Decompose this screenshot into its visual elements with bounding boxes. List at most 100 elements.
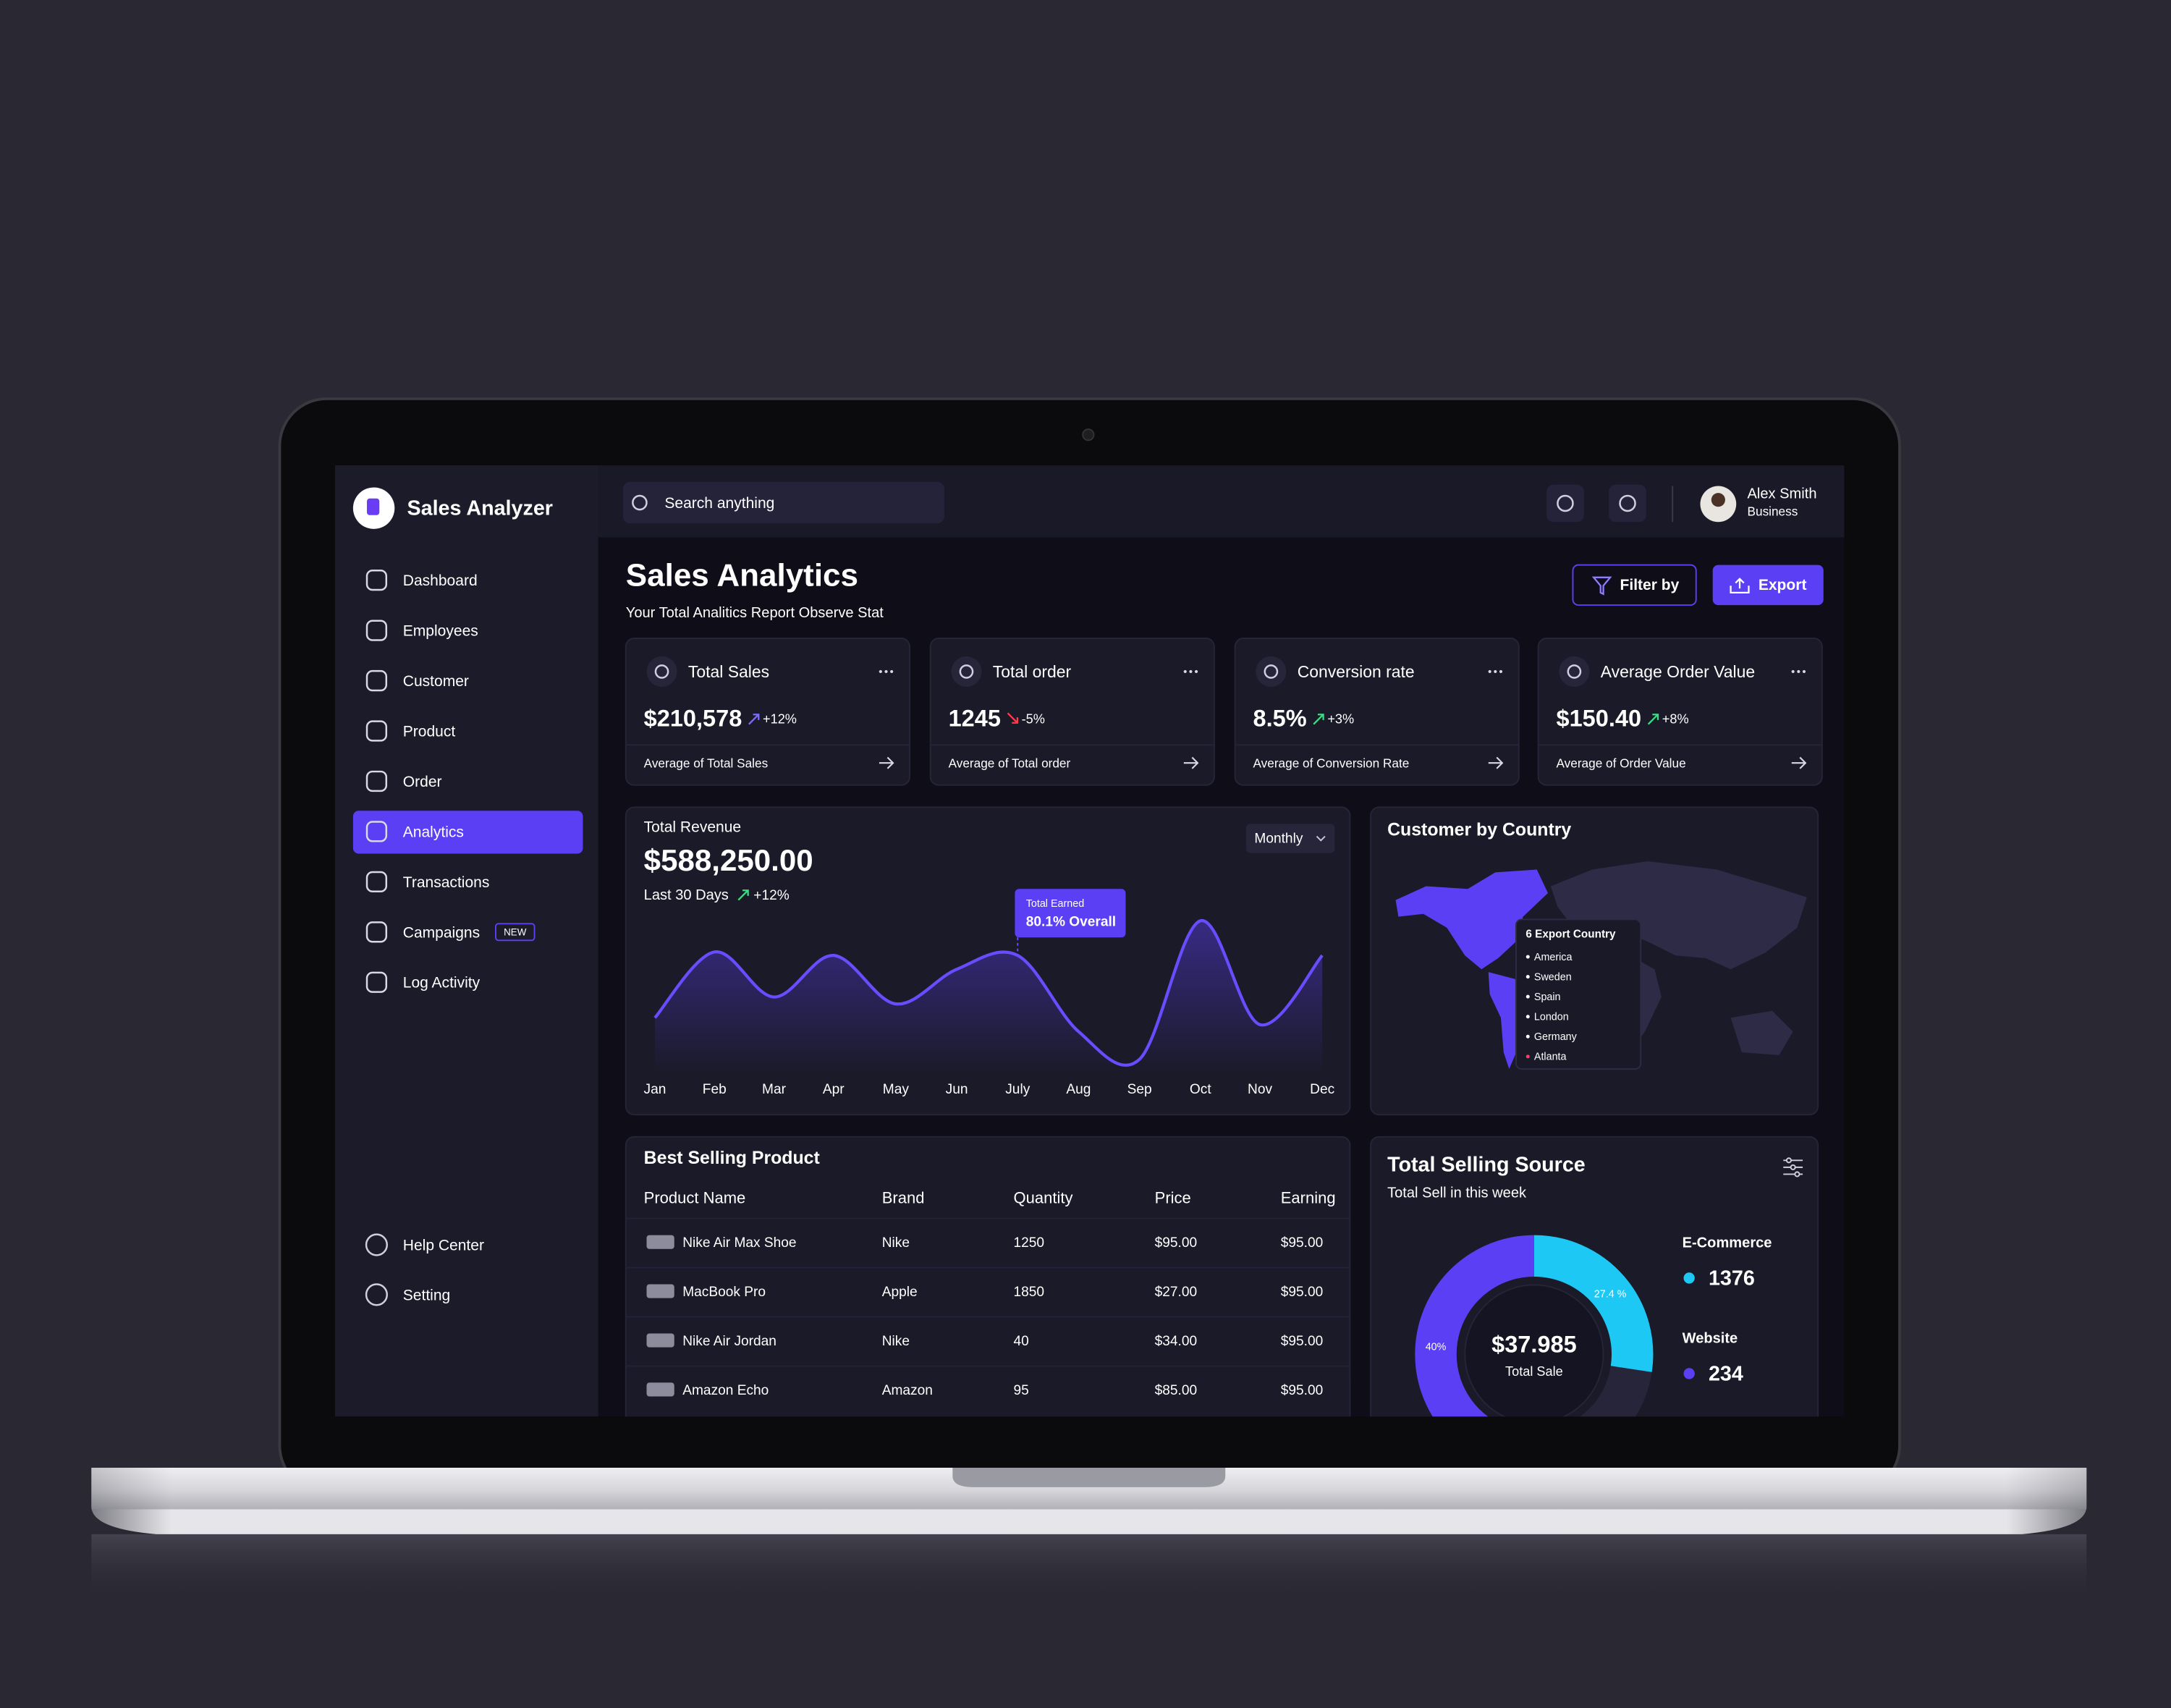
- stat-menu: [1499, 669, 1503, 674]
- trend-arrow: [1647, 714, 1659, 725]
- list-dot: [1525, 1054, 1530, 1059]
- nav-icon: [365, 669, 388, 692]
- top-icon[interactable]: [1546, 484, 1584, 523]
- column-header: Product Name: [644, 1189, 746, 1207]
- list-dot: [1525, 1034, 1530, 1039]
- stat-icon: [1256, 656, 1287, 687]
- settings-knob: [1785, 1157, 1792, 1164]
- nav-item[interactable]: Employees: [403, 623, 478, 640]
- tooltip-title: Total Earned: [1026, 898, 1084, 910]
- table-cell: Nike: [882, 1334, 910, 1349]
- table-cell: 95: [1014, 1383, 1029, 1398]
- table-cell: $27.00: [1155, 1285, 1198, 1300]
- table-cell: Apple: [882, 1285, 918, 1300]
- icon-glyph: [1557, 494, 1574, 512]
- stat-change: +3%: [1327, 712, 1354, 727]
- stat-menu: [879, 669, 882, 674]
- nav-item[interactable]: Product: [403, 723, 456, 740]
- x-tick-label: Jan: [644, 1082, 666, 1097]
- donut-inner: [1464, 1284, 1604, 1417]
- nav-item[interactable]: Log Activity: [403, 975, 481, 992]
- page-title: Sales Analytics: [626, 557, 858, 593]
- export-button[interactable]: [1712, 565, 1824, 606]
- nav-item[interactable]: Campaigns: [403, 924, 480, 941]
- trend-arrow: [737, 889, 749, 901]
- search-box[interactable]: [622, 481, 944, 524]
- table-cell: Nike Air Jordan: [682, 1334, 776, 1349]
- x-tick-label: Nov: [1248, 1082, 1272, 1097]
- stat-card: [1234, 638, 1520, 786]
- table-cell: 1250: [1014, 1235, 1045, 1251]
- stat-menu: [1802, 669, 1806, 674]
- nav-icon: [365, 971, 388, 993]
- x-tick-label: Oct: [1190, 1082, 1211, 1097]
- country-name: Germany: [1534, 1031, 1578, 1043]
- search-placeholder[interactable]: Search anything: [664, 495, 774, 512]
- list-dot: [1525, 1015, 1530, 1019]
- nav-item[interactable]: Order: [403, 774, 442, 790]
- x-tick-label: Jun: [946, 1082, 968, 1097]
- stat-arrow[interactable]: [1488, 756, 1504, 769]
- stat-title: Total Sales: [688, 662, 769, 681]
- top-icon[interactable]: [1609, 484, 1646, 523]
- country-name: America: [1534, 952, 1573, 963]
- nav-item[interactable]: Transactions: [403, 874, 490, 891]
- table-cell: $95.00: [1155, 1235, 1198, 1251]
- tooltip-value: 80.1% Overall: [1026, 914, 1116, 929]
- products-title: Best Selling Product: [644, 1148, 820, 1168]
- stat-title: Conversion rate: [1298, 662, 1415, 681]
- stat-arrow[interactable]: [1183, 756, 1199, 769]
- stat-icon-glyph: [959, 664, 974, 679]
- nav-badge-box: [494, 923, 536, 942]
- stat-value: $150.40: [1557, 705, 1642, 731]
- stat-footer: Average of Order Value: [1557, 756, 1686, 771]
- trend-arrow: [1313, 714, 1324, 725]
- legend-dot: [1683, 1368, 1695, 1379]
- period-dropdown[interactable]: [1245, 824, 1335, 853]
- table-cell: Nike: [882, 1235, 910, 1251]
- filter-icon: [1591, 576, 1612, 596]
- stat-value: 1245: [949, 705, 1001, 731]
- x-tick-label: Mar: [762, 1082, 787, 1097]
- table-cell: $34.00: [1155, 1334, 1198, 1349]
- stat-menu: [1183, 669, 1187, 674]
- table-cell: MacBook Pro: [682, 1285, 766, 1300]
- table-cell: 40: [1014, 1334, 1029, 1349]
- icon-glyph: [1619, 494, 1636, 512]
- stat-title: Average Order Value: [1601, 662, 1755, 681]
- stat-icon-glyph: [1567, 664, 1582, 679]
- stat-change: +8%: [1662, 712, 1689, 727]
- stat-arrow[interactable]: [879, 756, 894, 769]
- export-label[interactable]: Export: [1759, 577, 1807, 593]
- donut-slice: [1533, 1235, 1654, 1372]
- user-name: Alex Smith: [1748, 486, 1817, 502]
- country-name: Spain: [1534, 992, 1561, 1003]
- list-dot: [1525, 975, 1530, 979]
- stat-menu: [1797, 669, 1800, 674]
- stat-icon: [951, 656, 982, 687]
- filter-button[interactable]: [1572, 564, 1697, 606]
- stat-arrow[interactable]: [1791, 756, 1807, 769]
- nav-item[interactable]: Customer: [403, 673, 469, 690]
- table-cell: 1850: [1014, 1285, 1045, 1300]
- nav-icon: [365, 620, 388, 641]
- stat-footer: Average of Conversion Rate: [1253, 756, 1410, 771]
- period-dropdown-label[interactable]: Monthly: [1254, 831, 1303, 846]
- table-cell: $95.00: [1281, 1285, 1324, 1300]
- nav-item[interactable]: Setting: [403, 1287, 450, 1303]
- nav-icon: [365, 1283, 389, 1306]
- map-region: [1395, 869, 1549, 970]
- stat-card: [1537, 638, 1823, 786]
- stat-icon: [646, 656, 677, 687]
- nav-item[interactable]: Help Center: [403, 1237, 484, 1253]
- nav-item[interactable]: Analytics: [403, 824, 464, 840]
- slice-label: 27.4 %: [1594, 1289, 1627, 1301]
- camera: [1082, 428, 1095, 441]
- nav-icon: [365, 921, 388, 943]
- stat-menu: [1488, 669, 1491, 674]
- nav-item[interactable]: Dashboard: [403, 572, 478, 589]
- settings-knob: [1790, 1164, 1796, 1170]
- column-header: Quantity: [1014, 1189, 1073, 1207]
- country-name: Atlanta: [1534, 1052, 1567, 1063]
- filter-label[interactable]: Filter by: [1620, 577, 1680, 593]
